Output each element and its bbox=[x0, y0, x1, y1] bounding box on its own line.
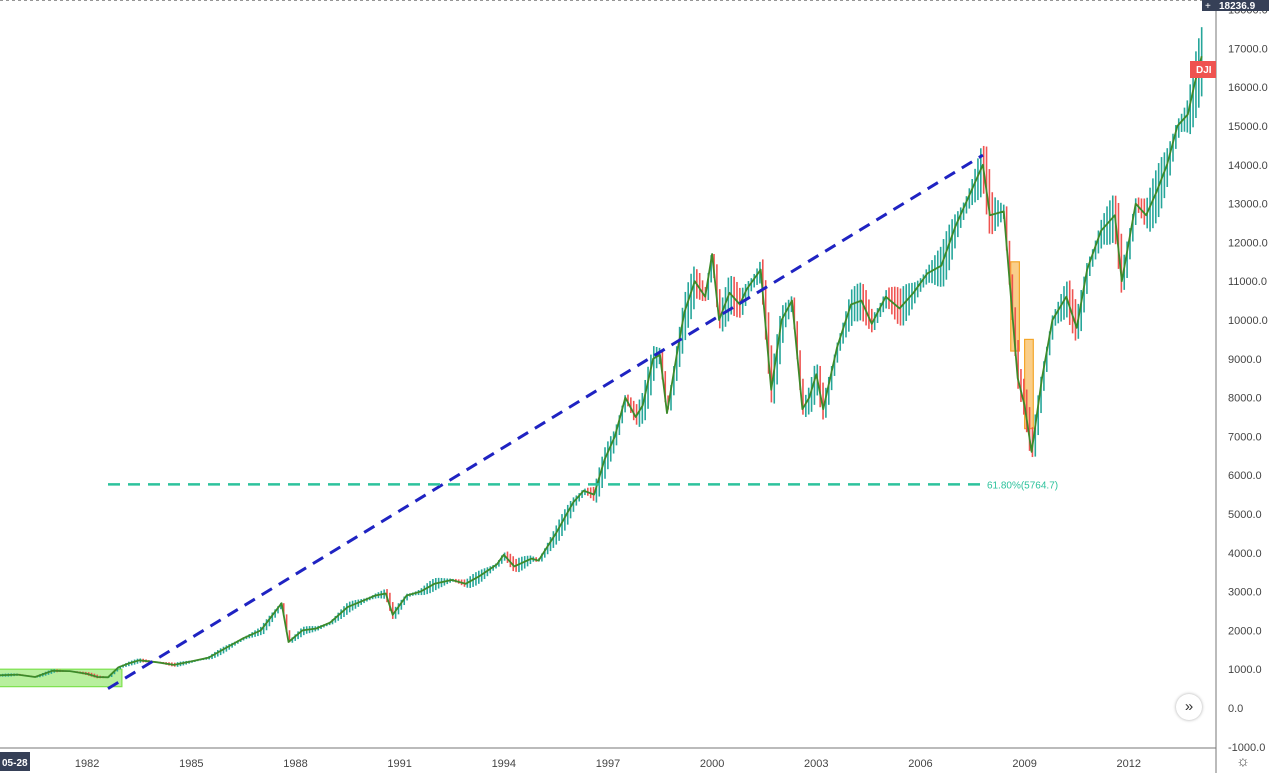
y-tick-label: 11000.0 bbox=[1228, 276, 1267, 288]
x-tick-label: 1988 bbox=[283, 758, 307, 770]
top-price-tag-label: 18236.9 bbox=[1219, 1, 1256, 12]
crosshair-icon: + bbox=[1205, 1, 1211, 12]
y-tick-label: 12000.0 bbox=[1228, 237, 1268, 249]
y-tick-label: 13000.0 bbox=[1228, 199, 1268, 211]
x-tick-label: 1985 bbox=[179, 758, 203, 770]
x-tick-label: 2006 bbox=[908, 758, 932, 770]
x-tick-label: 1994 bbox=[492, 758, 516, 770]
date-tag-bg bbox=[0, 752, 30, 771]
fib-level-label: 61.80%(5764.7) bbox=[987, 480, 1058, 491]
y-tick-label: 0.0 bbox=[1228, 703, 1243, 715]
x-tick-label: 2012 bbox=[1117, 758, 1141, 770]
y-tick-label: 9000.0 bbox=[1228, 354, 1262, 366]
y-tick-label: 6000.0 bbox=[1228, 470, 1262, 482]
x-tick-label: 2009 bbox=[1012, 758, 1036, 770]
scroll-to-realtime-button[interactable]: » bbox=[1176, 694, 1202, 720]
x-tick-label: 1991 bbox=[387, 758, 411, 770]
symbol-tag-label: DJI bbox=[1196, 65, 1212, 76]
gear-icon: ☼ bbox=[1236, 753, 1250, 770]
zigzag-line bbox=[0, 55, 1203, 679]
chart-settings-button[interactable]: ☼ bbox=[1232, 752, 1254, 772]
symbol-tag-bg bbox=[1190, 61, 1216, 78]
y-tick-label: 14000.0 bbox=[1228, 160, 1268, 172]
y-tick-label: -1000.0 bbox=[1228, 742, 1265, 754]
y-tick-label: 4000.0 bbox=[1228, 548, 1262, 560]
y-tick-label: 17000.0 bbox=[1228, 43, 1268, 55]
trend-line bbox=[107, 153, 984, 690]
y-tick-label: 1000.0 bbox=[1228, 664, 1262, 676]
double-chevron-right-icon: » bbox=[1184, 698, 1194, 715]
y-tick-label: 15000.0 bbox=[1228, 121, 1268, 133]
x-tick-label: 2000 bbox=[700, 758, 724, 770]
x-tick-label: 2003 bbox=[804, 758, 828, 770]
y-tick-label: 10000.0 bbox=[1228, 315, 1268, 327]
y-tick-label: 8000.0 bbox=[1228, 393, 1262, 405]
y-tick-label: 7000.0 bbox=[1228, 431, 1262, 443]
y-tick-label: 5000.0 bbox=[1228, 509, 1262, 521]
y-tick-label: 16000.0 bbox=[1228, 82, 1268, 94]
y-tick-label: 2000.0 bbox=[1228, 625, 1262, 637]
top-price-tag-bg bbox=[1202, 0, 1269, 11]
x-tick-label: 1982 bbox=[75, 758, 99, 770]
x-tick-label: 1997 bbox=[596, 758, 620, 770]
y-tick-label: 3000.0 bbox=[1228, 587, 1262, 599]
date-tag-label: 05-28 bbox=[2, 758, 28, 769]
